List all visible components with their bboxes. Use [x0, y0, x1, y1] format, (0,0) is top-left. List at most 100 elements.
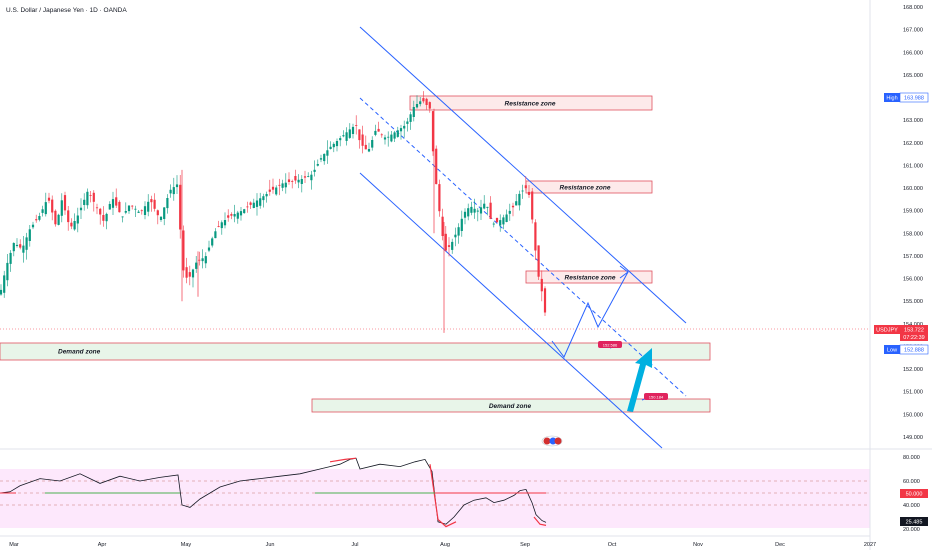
resistance-zone-1-label: Resistance zone	[505, 101, 556, 108]
us-flag-icon[interactable]	[541, 435, 563, 447]
candle-body	[92, 192, 95, 202]
candle-body	[166, 198, 169, 209]
channel-upper-line[interactable]	[359, 26, 687, 324]
descending-channel	[359, 26, 687, 449]
candle-body	[435, 148, 438, 185]
candle-body	[310, 174, 313, 181]
candle-body	[387, 136, 390, 138]
rsi-tick-label: 20.000	[903, 527, 920, 533]
candle-body	[451, 241, 454, 250]
price-axis[interactable]: 168.000167.000166.000165.000164.000163.0…	[903, 5, 923, 441]
price-tick-label: 159.000	[903, 209, 923, 215]
low-price-label: Low 152.888	[884, 344, 929, 355]
demand-zone-1[interactable]	[0, 342, 711, 361]
resistance-zone-2-label: Resistance zone	[560, 185, 611, 192]
candle-body	[406, 121, 409, 124]
price-tick-label: 161.000	[903, 163, 923, 169]
low-value: 152.888	[904, 348, 924, 354]
time-axis[interactable]: Mar Apr May Jun Jul Aug Sep Oct Nov Dec 2027	[9, 542, 876, 548]
candle-body	[422, 98, 425, 102]
candle-body	[73, 221, 76, 230]
last-symbol: USDJPY	[876, 328, 898, 334]
candle-body	[326, 150, 329, 156]
candle-body	[447, 245, 451, 247]
channel-mid-line[interactable]	[359, 97, 687, 397]
candle-body	[396, 130, 399, 137]
price-tick-label: 157.000	[903, 254, 923, 260]
candle-body	[313, 169, 316, 172]
candle-body	[207, 247, 211, 251]
candle-body	[124, 211, 127, 213]
candle-body	[127, 205, 131, 212]
candle-body	[415, 104, 419, 108]
candle-body	[12, 243, 15, 252]
rsi-layer	[0, 457, 547, 528]
candle-body	[47, 197, 51, 201]
candle-body	[390, 134, 393, 142]
candle-body	[3, 275, 6, 293]
big-up-arrow[interactable]	[627, 348, 652, 412]
candle-body	[444, 233, 447, 251]
demand-zone-2[interactable]	[311, 398, 711, 413]
rsi-axis[interactable]: 80.000 60.000 40.000 20.000	[903, 455, 920, 533]
candle-body	[153, 199, 156, 209]
candle-body	[425, 98, 428, 105]
candle-body	[335, 141, 339, 147]
candle-body	[195, 262, 198, 269]
candle-body	[239, 211, 243, 216]
target-label-1-box	[598, 341, 622, 348]
candle-body	[483, 203, 486, 209]
candle-body	[361, 134, 364, 146]
price-tick-label: 163.000	[903, 118, 923, 124]
candle-body	[83, 199, 86, 205]
candle-body	[457, 227, 460, 236]
price-tick-label: 151.000	[903, 390, 923, 396]
price-tick-label: 150.000	[903, 412, 923, 418]
price-tick-label: 168.000	[903, 5, 923, 11]
candle-body	[403, 125, 406, 129]
candle-body	[41, 209, 44, 213]
candle-body	[358, 129, 361, 141]
candle-body	[399, 128, 403, 132]
target-label-2-box	[644, 393, 668, 400]
candle-body	[463, 211, 467, 218]
candle-body	[249, 202, 252, 205]
rsi-oversold-segment	[533, 516, 547, 526]
candle-body	[76, 215, 79, 224]
candle-body	[371, 140, 374, 148]
candle-body	[169, 189, 172, 194]
demand-zone-1-label: Demand zone	[58, 349, 101, 356]
candle-body	[156, 210, 159, 216]
chart-title: U.S. Dollar / Japanese Yen · 1D · OANDA	[6, 7, 127, 14]
candle-body	[467, 208, 470, 217]
candle-body	[537, 245, 540, 277]
time-tick-label: Sep	[520, 542, 530, 548]
candle-body	[473, 208, 476, 213]
candle-body	[511, 205, 515, 208]
channel-lower-line[interactable]	[359, 172, 663, 449]
candle-body	[524, 185, 527, 189]
price-tick-label: 158.000	[903, 231, 923, 237]
candle-body	[505, 214, 508, 222]
candle-body	[227, 215, 230, 218]
candle-body	[111, 199, 115, 208]
resistance-zone-1[interactable]	[409, 95, 653, 111]
candle-body	[508, 210, 511, 214]
candle-body	[495, 217, 499, 223]
candle-body	[319, 158, 323, 160]
candle-body	[307, 176, 310, 177]
candle-body	[291, 181, 294, 182]
time-tick-label: Mar	[9, 542, 19, 548]
resistance-zone-3[interactable]	[525, 270, 653, 284]
projection-path[interactable]	[551, 271, 629, 358]
candle-body	[70, 222, 73, 227]
candle-body	[339, 138, 342, 141]
candle-body	[28, 229, 31, 241]
candle-body	[57, 214, 60, 225]
last-value: 153.722	[904, 328, 924, 334]
low-tag: Low	[887, 348, 897, 354]
candle-body	[278, 184, 281, 186]
candle-body	[255, 200, 259, 207]
